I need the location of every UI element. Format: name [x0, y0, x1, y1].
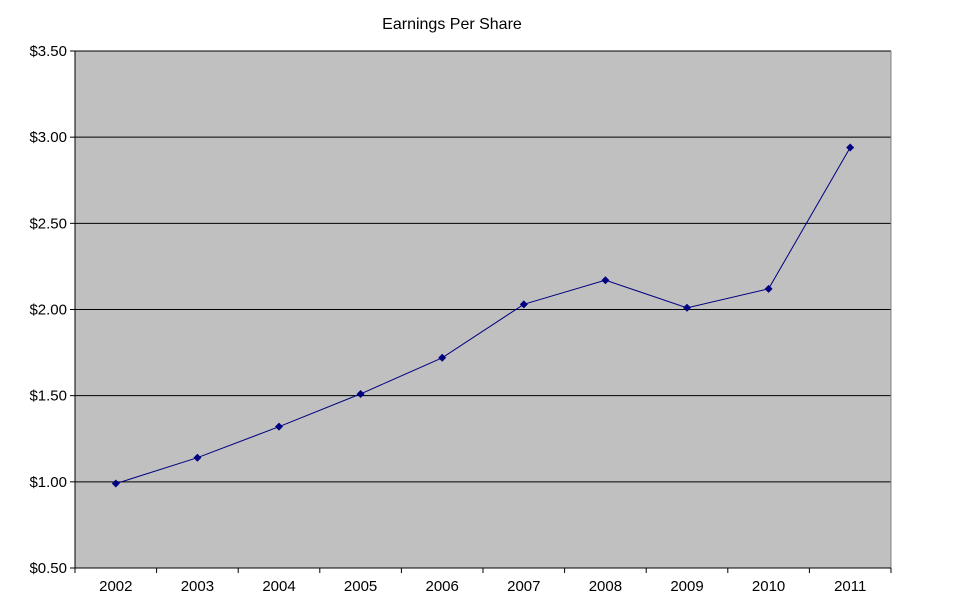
x-tick-label: 2009 — [670, 578, 703, 595]
data-point-2006 — [438, 353, 447, 362]
x-tick-label: 2003 — [181, 578, 214, 595]
y-tick-label: $2.50 — [29, 215, 67, 232]
data-point-2003 — [193, 453, 202, 462]
series-line — [115, 147, 851, 485]
x-tick-label: 2006 — [426, 578, 459, 595]
data-point-2004 — [275, 422, 283, 431]
x-tick-label: 2004 — [262, 578, 295, 595]
x-tick-labels: 2002 2003 2004 2005 2006 2007 2008 2009 2010 2011 — [99, 578, 866, 595]
data-point-2005 — [356, 389, 365, 398]
data-point-2008 — [601, 276, 610, 285]
y-tick-label: $0.50 — [29, 560, 67, 577]
y-tick-label: $3.00 — [29, 129, 67, 146]
grid-lines — [75, 50, 891, 483]
axes — [70, 50, 892, 573]
y-tick-label: $2.00 — [29, 302, 67, 319]
x-tick-label: 2011 — [834, 578, 866, 595]
chart-title: Earnings Per Share — [382, 16, 522, 33]
x-tick-label: 2005 — [344, 578, 377, 595]
x-tick-label: 2008 — [589, 578, 622, 595]
data-point-2009 — [683, 303, 691, 312]
y-tick-labels: $0.50 $1.00 $1.50 $2.00 $2.50 $3.00 $3.50 — [29, 43, 67, 577]
y-tick-label: $3.50 — [29, 43, 67, 60]
data-point-2007 — [519, 300, 528, 309]
data-point-2011 — [846, 143, 855, 152]
y-tick-label: $1.00 — [29, 474, 67, 491]
x-tick-label: 2002 — [99, 578, 132, 595]
x-tick-label: 2007 — [507, 578, 540, 595]
data-point-2010 — [764, 284, 773, 293]
y-tick-label: $1.50 — [29, 388, 67, 405]
data-point-2002 — [111, 479, 120, 488]
x-tick-label: 2010 — [752, 578, 785, 595]
data-points — [111, 143, 855, 488]
